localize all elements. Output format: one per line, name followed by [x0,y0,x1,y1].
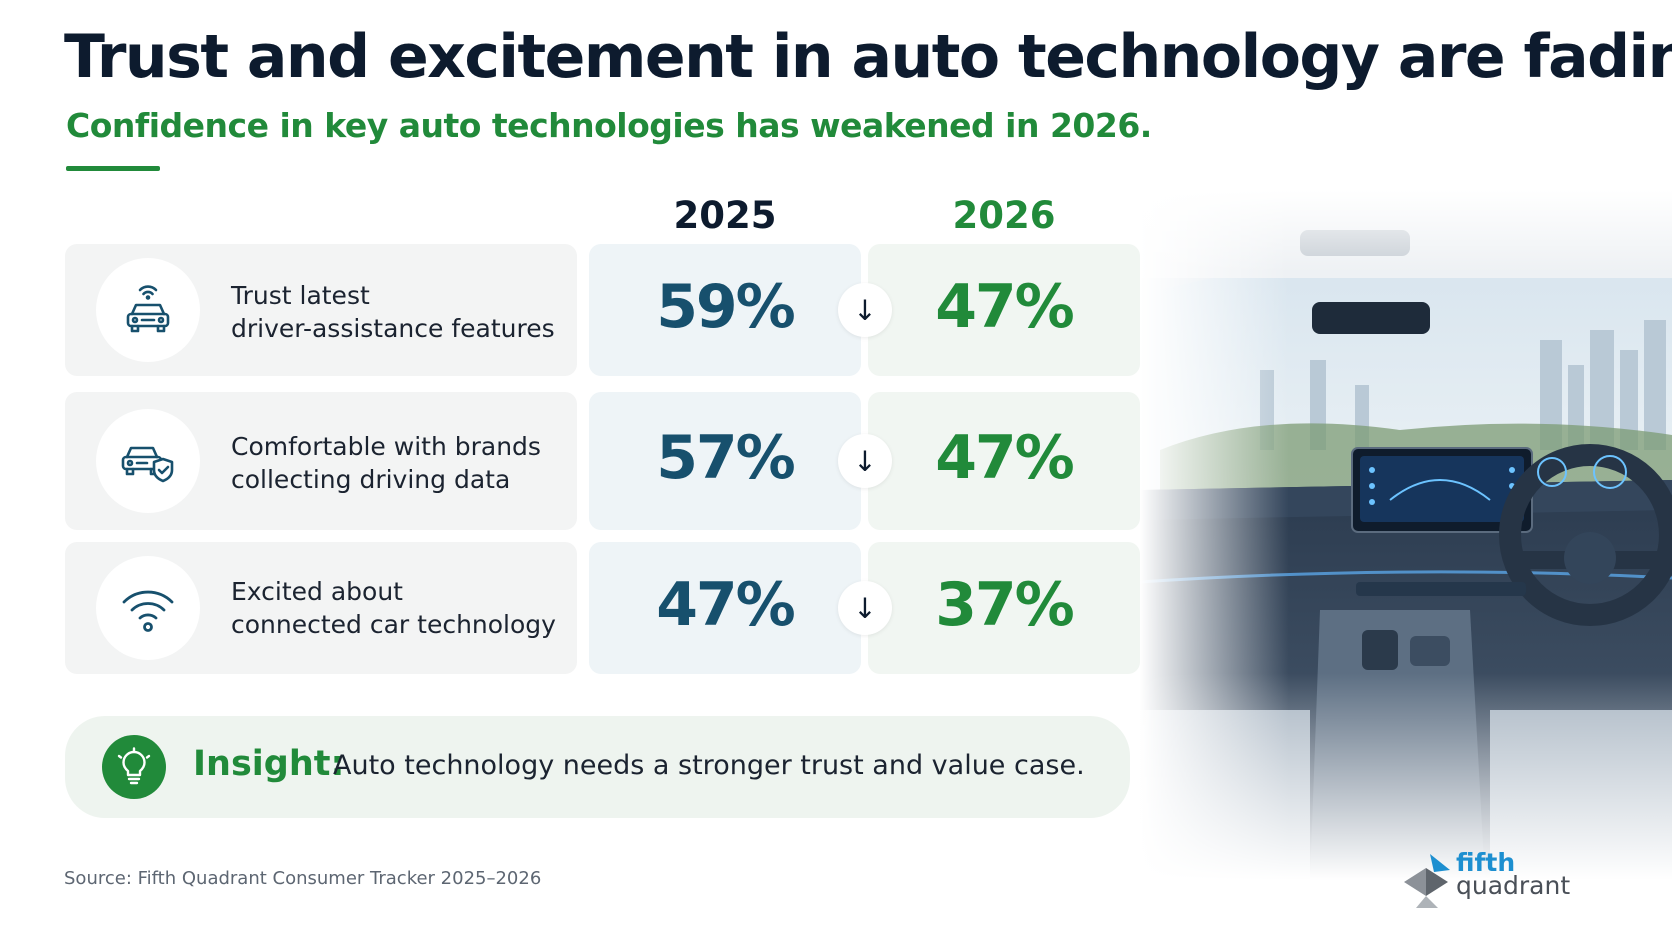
lightbulb-icon [102,735,166,799]
source-note: Source: Fifth Quadrant Consumer Tracker … [64,868,542,889]
insight-label: Insight: [193,744,345,784]
page-title: Trust and excitement in auto technology … [64,22,1672,92]
logo-wordmark-bottom: quadrant [1456,871,1571,900]
fifth-quadrant-logo: fifth quadrant [1404,848,1570,908]
car-interior-image [1140,190,1672,880]
value-card-2025: 47% [589,542,861,674]
value-card-2026: 47% [868,244,1140,376]
down-arrow-icon: ↓ [838,581,892,635]
down-arrow-icon: ↓ [838,283,892,337]
data-label: 47% [935,272,1075,342]
insight-banner: Insight: Auto technology needs a stronge… [65,716,1130,818]
label-card: Trust latest driver-assistance features [65,244,577,376]
wifi-icon [122,590,174,632]
icon-badge [96,409,200,513]
value-card-2025: 59% [589,244,861,376]
row-label: Trust latest driver-assistance features [231,281,555,343]
label-card: Excited about connected car technology [65,542,577,674]
row-label: Excited about connected car technology [231,577,556,639]
car-sensor-icon [126,285,170,333]
label-card: Comfortable with brands collecting drivi… [65,392,577,530]
data-label: 47% [656,570,796,640]
page-subtitle: Confidence in key auto technologies has … [66,106,1152,145]
value-card-2026: 37% [868,542,1140,674]
data-label: 59% [656,272,796,342]
data-label: 37% [935,570,1075,640]
data-label: 57% [656,423,796,493]
data-label: 47% [935,423,1075,493]
accent-rule [66,166,160,171]
logo-wordmark-top: fifth [1456,848,1516,877]
icon-badge [96,258,200,362]
down-arrow-icon: ↓ [838,434,892,488]
column-header-2025: 2025 [673,194,777,237]
logo-mark-icon [1404,854,1450,908]
icon-badge [96,556,200,660]
column-header-2026: 2026 [952,194,1056,237]
value-card-2026: 47% [868,392,1140,530]
row-label: Comfortable with brands collecting drivi… [231,432,541,494]
value-card-2025: 57% [589,392,861,530]
car-shield-icon [121,446,174,483]
insight-text: Auto technology needs a stronger trust a… [333,750,1085,781]
